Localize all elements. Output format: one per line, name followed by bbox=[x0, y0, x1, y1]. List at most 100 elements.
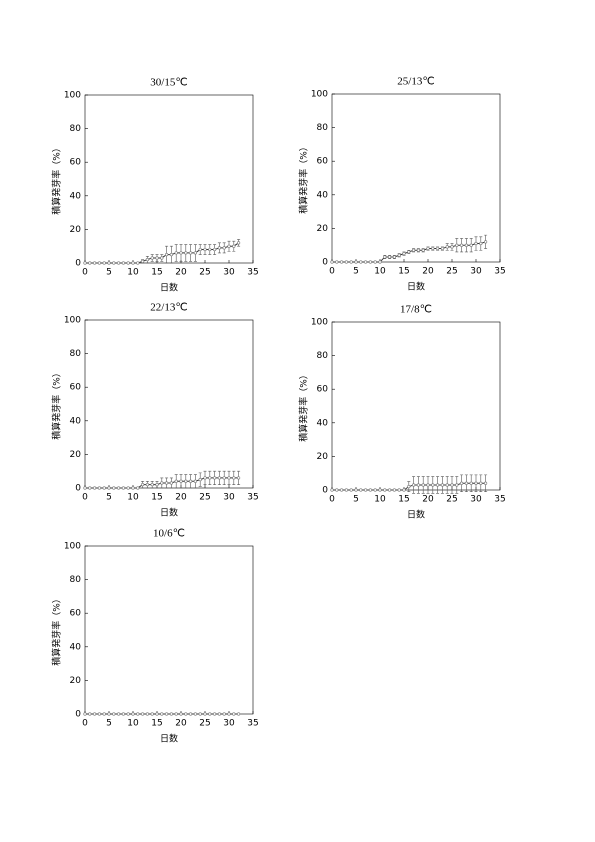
data-point bbox=[102, 712, 106, 716]
data-point bbox=[237, 712, 241, 716]
data-point bbox=[189, 479, 193, 483]
data-point bbox=[169, 253, 173, 257]
data-point bbox=[160, 712, 164, 716]
y-tick-label: 20 bbox=[70, 676, 82, 686]
data-point bbox=[464, 243, 469, 247]
x-tick-label: 0 bbox=[82, 719, 88, 729]
x-axis-label: 日数 bbox=[407, 509, 425, 521]
y-tick-label: 100 bbox=[311, 318, 328, 328]
data-point bbox=[431, 483, 435, 487]
x-tick-label: 20 bbox=[175, 493, 187, 503]
y-tick-label: 20 bbox=[70, 450, 82, 460]
data-point bbox=[179, 251, 183, 255]
data-point bbox=[217, 476, 221, 480]
data-point bbox=[237, 241, 241, 245]
y-tick-label: 60 bbox=[70, 158, 82, 168]
data-point bbox=[340, 488, 344, 492]
data-point bbox=[217, 246, 221, 250]
y-axis-label: 積算発芽率（%） bbox=[51, 143, 63, 215]
data-point bbox=[136, 712, 140, 716]
data-point bbox=[102, 486, 106, 490]
x-tick-label: 20 bbox=[175, 268, 187, 278]
x-tick-label: 35 bbox=[494, 267, 505, 277]
data-point bbox=[373, 260, 377, 264]
data-point bbox=[121, 712, 125, 716]
data-point bbox=[426, 246, 430, 251]
data-point bbox=[203, 476, 207, 480]
x-tick-label: 35 bbox=[247, 493, 258, 503]
data-point bbox=[436, 246, 440, 251]
x-tick-label: 35 bbox=[247, 719, 258, 729]
data-point bbox=[165, 712, 169, 716]
y-tick-label: 20 bbox=[317, 452, 329, 462]
data-point bbox=[402, 252, 406, 256]
data-point bbox=[160, 256, 164, 260]
x-tick-label: 30 bbox=[223, 493, 235, 503]
data-point bbox=[474, 481, 478, 485]
data-point bbox=[116, 712, 121, 716]
data-point bbox=[102, 261, 106, 265]
y-tick-label: 40 bbox=[70, 191, 82, 201]
data-point bbox=[107, 712, 111, 716]
data-point bbox=[136, 261, 140, 265]
x-tick-label: 35 bbox=[494, 495, 505, 505]
y-tick-label: 80 bbox=[70, 124, 82, 134]
x-axis-label: 日数 bbox=[160, 733, 178, 745]
x-tick-label: 20 bbox=[422, 267, 434, 277]
y-tick-label: 60 bbox=[317, 157, 329, 167]
data-point bbox=[179, 479, 183, 483]
data-point bbox=[397, 253, 401, 257]
data-point bbox=[474, 241, 478, 246]
data-point bbox=[198, 478, 202, 482]
y-tick-label: 0 bbox=[322, 486, 328, 496]
data-point bbox=[349, 488, 353, 492]
y-tick-label: 0 bbox=[75, 259, 81, 269]
data-point bbox=[330, 488, 334, 492]
x-tick-label: 25 bbox=[199, 268, 210, 278]
x-tick-label: 35 bbox=[247, 268, 258, 278]
data-point bbox=[112, 261, 116, 265]
data-point bbox=[160, 481, 164, 485]
data-point bbox=[213, 247, 217, 252]
data-point bbox=[155, 256, 159, 260]
data-point bbox=[88, 486, 92, 490]
chart-title: 25/13℃ bbox=[397, 76, 434, 88]
x-tick-label: 15 bbox=[151, 493, 162, 503]
data-point bbox=[189, 712, 193, 716]
y-tick-label: 100 bbox=[64, 316, 81, 326]
data-point bbox=[92, 712, 97, 716]
data-point bbox=[145, 483, 149, 487]
data-point bbox=[436, 483, 440, 487]
data-point bbox=[378, 260, 382, 264]
data-point bbox=[232, 244, 236, 248]
x-tick-label: 5 bbox=[106, 493, 112, 503]
data-point bbox=[107, 486, 111, 490]
data-point bbox=[237, 476, 241, 480]
data-point bbox=[426, 483, 430, 487]
data-point bbox=[169, 712, 173, 716]
data-point bbox=[460, 481, 464, 485]
data-point bbox=[450, 483, 454, 487]
data-point bbox=[165, 481, 169, 485]
y-tick-label: 0 bbox=[75, 710, 81, 720]
chart: 30/15℃ 日数 積算発芽率（%） 0 5 10 15 20 25 30 35 0 20 40 60 80 1… bbox=[51, 77, 259, 294]
x-tick-label: 25 bbox=[199, 719, 210, 729]
y-tick-label: 80 bbox=[317, 351, 329, 361]
data-point bbox=[141, 712, 145, 716]
y-tick-label: 0 bbox=[75, 484, 81, 494]
y-tick-label: 60 bbox=[70, 609, 82, 619]
data-point bbox=[121, 486, 125, 490]
data-point bbox=[330, 260, 334, 264]
data-point bbox=[155, 483, 159, 487]
data-point bbox=[455, 243, 459, 247]
data-point bbox=[112, 712, 116, 716]
data-point bbox=[469, 481, 473, 485]
x-tick-label: 30 bbox=[470, 495, 482, 505]
x-tick-label: 0 bbox=[329, 495, 335, 505]
data-point bbox=[198, 247, 202, 252]
x-tick-label: 0 bbox=[82, 493, 88, 503]
data-point bbox=[83, 712, 87, 716]
data-point bbox=[392, 255, 397, 259]
data-point bbox=[227, 476, 231, 480]
x-tick-label: 10 bbox=[374, 267, 386, 277]
